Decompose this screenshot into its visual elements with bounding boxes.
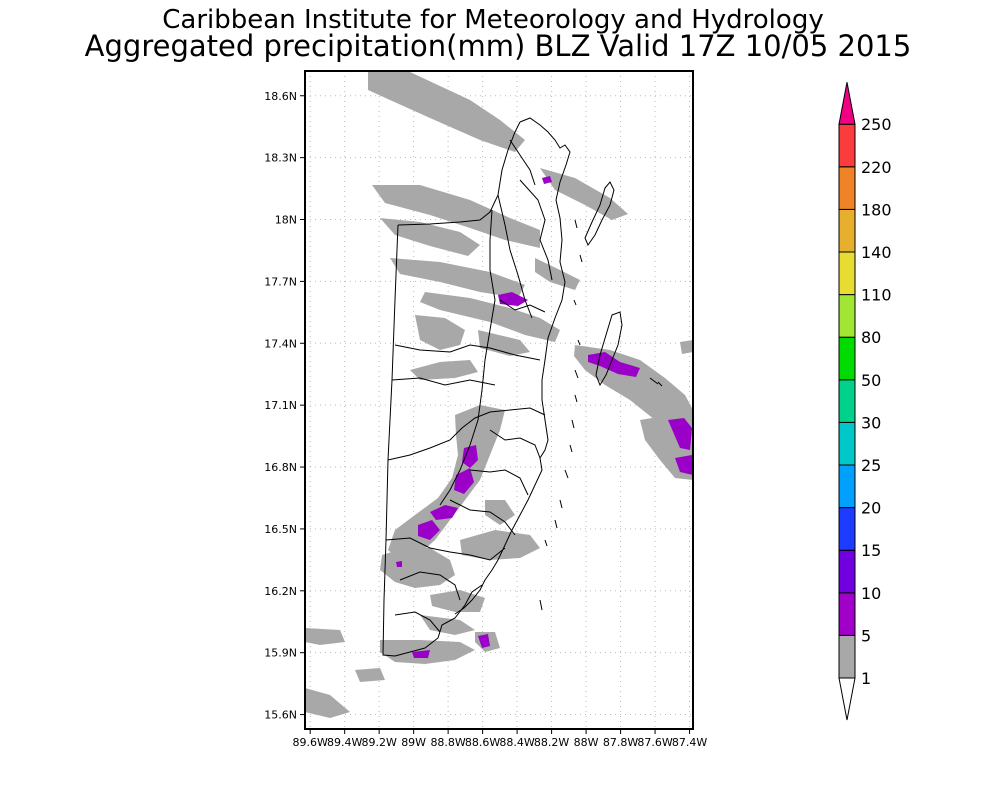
lon-tick-label: 89W [401,736,426,749]
district-line [387,407,546,461]
district-line [394,344,541,361]
lat-tick-label: 16.8N [264,461,297,474]
district-line [394,611,441,633]
colorbar-segment [838,592,856,636]
colorbar-segment [838,251,856,296]
lon-tick-label: 89.2W [361,736,396,749]
lon-tick-label: 88.2W [534,736,569,749]
colorbar-label: 5 [861,626,871,645]
map-frame [304,70,694,730]
lat-tick-label: 18N [275,214,297,227]
district-line [399,571,461,601]
lon-tick-label: 87.4W [672,736,707,749]
colorbar-label: 30 [861,413,881,432]
colorbar-label: 50 [861,371,881,390]
colorbar-segment [838,634,856,679]
lat-tick-label: 16.2N [264,585,297,598]
lon-tick-label: 89.6W [292,736,327,749]
lon-tick-label: 88.6W [465,736,500,749]
ambergris-caye [584,181,615,247]
colorbar-segment [838,208,856,253]
colorbar-label: 20 [861,499,881,518]
colorbar-label: 180 [861,200,892,219]
district-line [449,499,516,536]
district-line [499,299,546,313]
colorbar-segment [838,464,856,509]
southern-border-line [394,584,483,657]
district-line [391,377,496,386]
district-line [509,139,536,186]
colorbar-segment [838,379,856,423]
precip-band-1-5mm [305,72,693,718]
lat-tick-label: 15.9N [264,647,297,660]
colorbar-label: 15 [861,541,881,560]
colorbar-label: 140 [861,243,892,262]
colorbar-lower-arrow [838,677,856,721]
district-line [489,429,541,459]
figure-title: Caribbean Institute for Meteorology and … [162,5,823,35]
western-border-line [382,224,399,657]
lon-tick-label: 88W [574,736,599,749]
colorbar-segment [838,549,856,594]
lat-tick-label: 16.5N [264,523,297,536]
colorbar-label: 1 [861,669,871,688]
colorbar-label: 10 [861,584,881,603]
district-line [385,537,506,561]
turneffe-atoll [595,311,623,387]
belize-boundaries [382,117,663,657]
colorbar-label: 110 [861,286,892,305]
precip-band-5-10mm [396,176,693,658]
lat-tick-label: 17.1N [264,399,297,412]
colorbar-segment [838,507,856,551]
lat-tick-label: 15.6N [264,709,297,722]
lat-tick-label: 17.4N [264,337,297,350]
colorbar-segment [838,123,856,168]
cayes [539,219,663,611]
figure-subtitle: Aggregated precipitation(mm) BLZ Valid 1… [85,29,912,63]
district-line [519,179,553,281]
lon-tick-label: 87.6W [637,736,672,749]
colorbar-label: 250 [861,115,892,134]
colorbar-upper-arrow [838,82,856,125]
colorbar-label: 220 [861,158,892,177]
colorbar-segment [838,336,856,381]
lat-tick-label: 18.6N [264,90,297,103]
longitude-axis: 89.6W 89.4W 89.2W 89W 88.8W 88.6W 88.4W 88.2W 88… [292,729,707,749]
colorbar-segment [838,166,856,210]
district-line [497,194,533,319]
lon-tick-label: 89.4W [327,736,362,749]
district-line [469,469,529,496]
colorbar-label: 25 [861,456,881,475]
colorbar-label: 80 [861,328,881,347]
lon-tick-label: 88.4W [499,736,534,749]
lon-tick-label: 88.8W [430,736,465,749]
northern-border-line [397,121,521,226]
lat-tick-label: 17.7N [264,275,297,288]
coastline [454,117,571,615]
latitude-axis: 18.6N 18.3N 18N 17.7N 17.4N 17.1N 16.8N 16.5N 16… [264,90,305,722]
colorbar-segment [838,421,856,466]
lat-tick-label: 18.3N [264,152,297,165]
precipitation-shading [305,72,693,718]
district-line [439,209,496,506]
colorbar-segment [838,294,856,338]
lon-tick-label: 87.8W [603,736,638,749]
map-background [305,71,693,729]
